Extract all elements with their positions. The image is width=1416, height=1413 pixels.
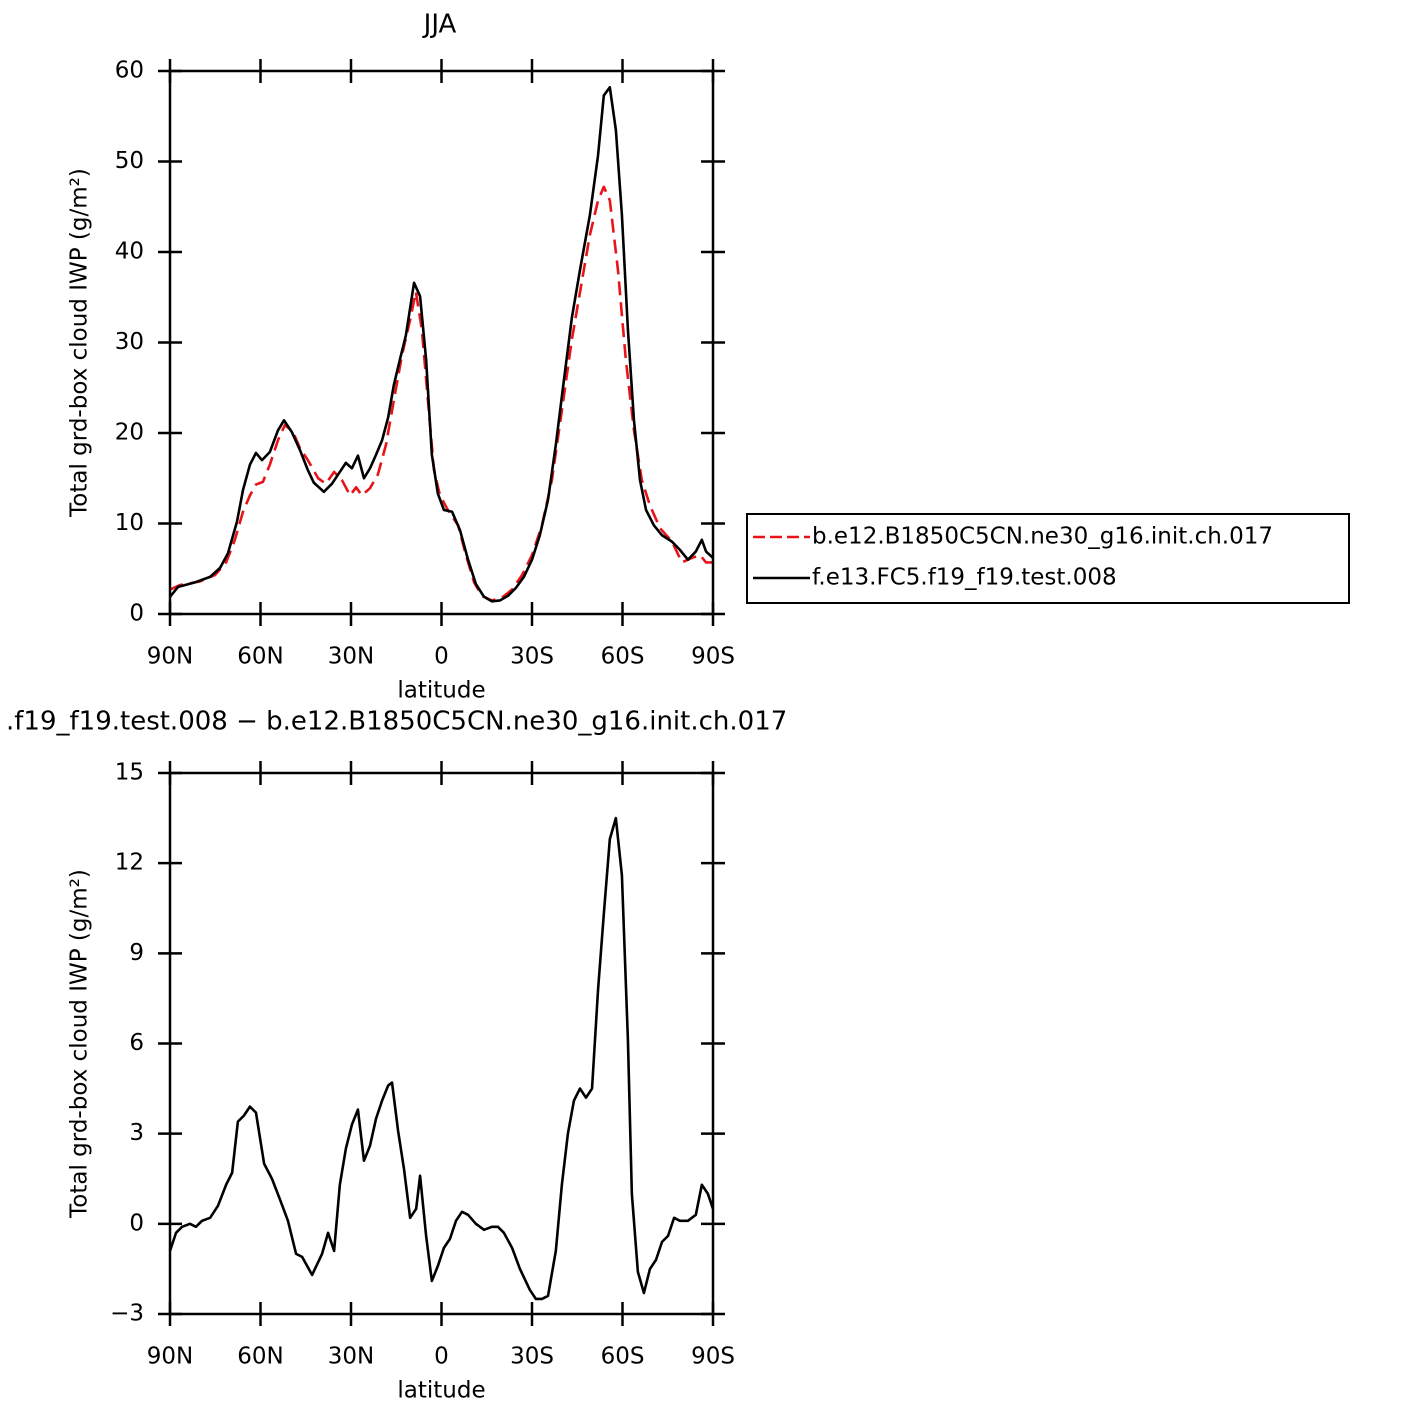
y-tick-label: 40	[115, 239, 144, 265]
x-tick-label: 60N	[237, 1344, 283, 1370]
y-tick-label: 10	[115, 510, 144, 536]
chart-title: JJA	[422, 10, 457, 40]
y-axis-label: Total grd-box cloud IWP (g/m²)	[67, 168, 93, 518]
y-tick-label: 6	[129, 1030, 144, 1056]
plot-frame	[168, 69, 715, 616]
x-axis-label: latitude	[397, 678, 485, 704]
x-tick-label: 30S	[510, 1344, 554, 1370]
x-tick-label: 90N	[147, 1344, 193, 1370]
y-tick-label: 0	[129, 601, 144, 627]
x-tick-label: 90N	[147, 644, 193, 670]
legend-box	[746, 513, 1350, 604]
y-axis-label: Total grd-box cloud IWP (g/m²)	[67, 869, 93, 1219]
x-tick-label: 0	[434, 1344, 449, 1370]
data-line	[168, 85, 714, 603]
y-tick-label: 3	[129, 1120, 144, 1146]
x-tick-label: 30N	[328, 1344, 374, 1370]
y-tick-label: 50	[115, 148, 144, 174]
x-tick-label: 0	[434, 644, 449, 670]
chart-title: .f19_f19.test.008 − b.e12.B1850C5CN.ne30…	[6, 707, 787, 737]
y-tick-label: 15	[115, 760, 144, 786]
plot-frame	[168, 771, 715, 1316]
legend-label: b.e12.B1850C5CN.ne30_g16.init.ch.017	[812, 524, 1273, 550]
y-tick-label: 12	[115, 850, 144, 876]
x-tick-label: 30N	[328, 644, 374, 670]
x-tick-label: 90S	[691, 644, 735, 670]
data-line	[168, 816, 715, 1301]
y-tick-label: −3	[110, 1301, 144, 1327]
y-tick-label: 60	[115, 58, 144, 84]
x-axis-label: latitude	[397, 1378, 485, 1404]
legend-label: f.e13.FC5.f19_f19.test.008	[812, 565, 1117, 591]
x-tick-label: 90S	[691, 1344, 735, 1370]
y-tick-label: 20	[115, 420, 144, 446]
legend: b.e12.B1850C5CN.ne30_g16.init.ch.017 f.e1…	[746, 513, 1350, 604]
x-tick-label: 60S	[601, 1344, 645, 1370]
x-tick-label: 30S	[510, 644, 554, 670]
x-tick-label: 60N	[237, 644, 283, 670]
y-tick-label: 9	[129, 940, 144, 966]
x-tick-label: 60S	[601, 644, 645, 670]
y-tick-label: 30	[115, 329, 144, 355]
y-tick-label: 0	[129, 1210, 144, 1236]
